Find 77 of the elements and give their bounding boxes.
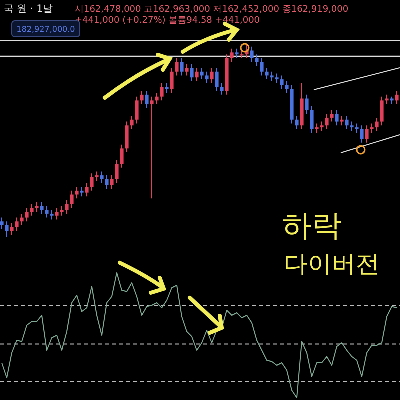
candlestick xyxy=(115,160,119,184)
candlestick xyxy=(205,71,209,84)
candlestick xyxy=(5,221,9,238)
candlestick xyxy=(90,173,94,192)
candlestick xyxy=(195,68,199,82)
candlestick xyxy=(50,210,54,220)
candlestick xyxy=(285,80,289,94)
text: 182,927,000.0 xyxy=(16,25,76,34)
candlestick xyxy=(350,121,354,132)
candlestick xyxy=(80,186,84,198)
candlestick xyxy=(220,82,224,96)
candlestick xyxy=(100,171,104,184)
candlestick xyxy=(150,96,154,200)
candlestick xyxy=(280,75,284,90)
candlestick xyxy=(140,90,144,106)
candlestick xyxy=(330,110,334,122)
candlestick xyxy=(340,116,344,126)
candlestick xyxy=(315,123,319,134)
candlestick xyxy=(255,54,259,67)
candlestick xyxy=(105,175,109,190)
candlestick xyxy=(30,204,34,216)
candlestick xyxy=(175,58,179,76)
annotation: 다이버전 xyxy=(284,250,380,278)
candlestick xyxy=(270,71,274,82)
candlestick xyxy=(190,64,194,82)
candlestick xyxy=(310,106,314,134)
candlestick xyxy=(170,68,174,94)
candlestick xyxy=(10,223,14,236)
candlestick xyxy=(95,171,99,182)
candlestick xyxy=(355,123,359,134)
candlestick xyxy=(145,90,149,109)
candlestick xyxy=(55,208,59,220)
candlestick xyxy=(180,58,184,76)
candlestick xyxy=(250,46,254,63)
candlestick xyxy=(60,206,64,216)
candlestick xyxy=(380,96,384,126)
candlestick xyxy=(160,82,164,102)
candlestick xyxy=(260,58,264,76)
candlestick xyxy=(130,116,134,130)
candlestick xyxy=(365,125,369,144)
candlestick xyxy=(210,68,214,84)
candlestick xyxy=(85,182,89,198)
candlestick xyxy=(165,82,169,94)
candlestick xyxy=(15,217,19,232)
candlestick xyxy=(110,175,114,190)
candlestick xyxy=(65,200,69,214)
candlestick xyxy=(335,110,339,126)
candlestick xyxy=(320,121,324,132)
candlestick xyxy=(275,73,279,84)
chart-subtitle: 시162,478,000 고162,963,000 저162,452,000 종162,919,000 +441,000 (+0.27%) 볼륨94.58 +441,000 xyxy=(75,5,349,26)
candlestick xyxy=(125,121,129,154)
candlestick xyxy=(230,48,234,63)
candlestick xyxy=(325,114,329,130)
candlestick xyxy=(235,48,239,59)
candlestick xyxy=(360,125,364,144)
annotation: 하락 xyxy=(282,209,342,244)
candlestick xyxy=(345,116,349,130)
candlestick xyxy=(70,190,74,209)
candlestick xyxy=(185,64,189,76)
candlestick xyxy=(120,144,124,168)
candlestick xyxy=(155,92,159,106)
candlestick xyxy=(305,94,309,115)
candlestick xyxy=(135,96,139,124)
candlestick xyxy=(20,213,24,226)
chart-title: 국 원 · 1날 xyxy=(4,4,54,15)
candlestick xyxy=(0,217,4,230)
candlestick xyxy=(265,68,269,80)
candlestick xyxy=(40,202,44,214)
candlestick xyxy=(295,116,299,130)
candlestick xyxy=(375,117,379,132)
candlestick xyxy=(25,208,29,222)
candlestick xyxy=(395,90,399,106)
candlestick xyxy=(200,68,204,80)
candlestick xyxy=(370,123,374,134)
candlestick xyxy=(215,68,219,92)
candlestick xyxy=(45,206,49,218)
candlestick xyxy=(75,186,79,200)
